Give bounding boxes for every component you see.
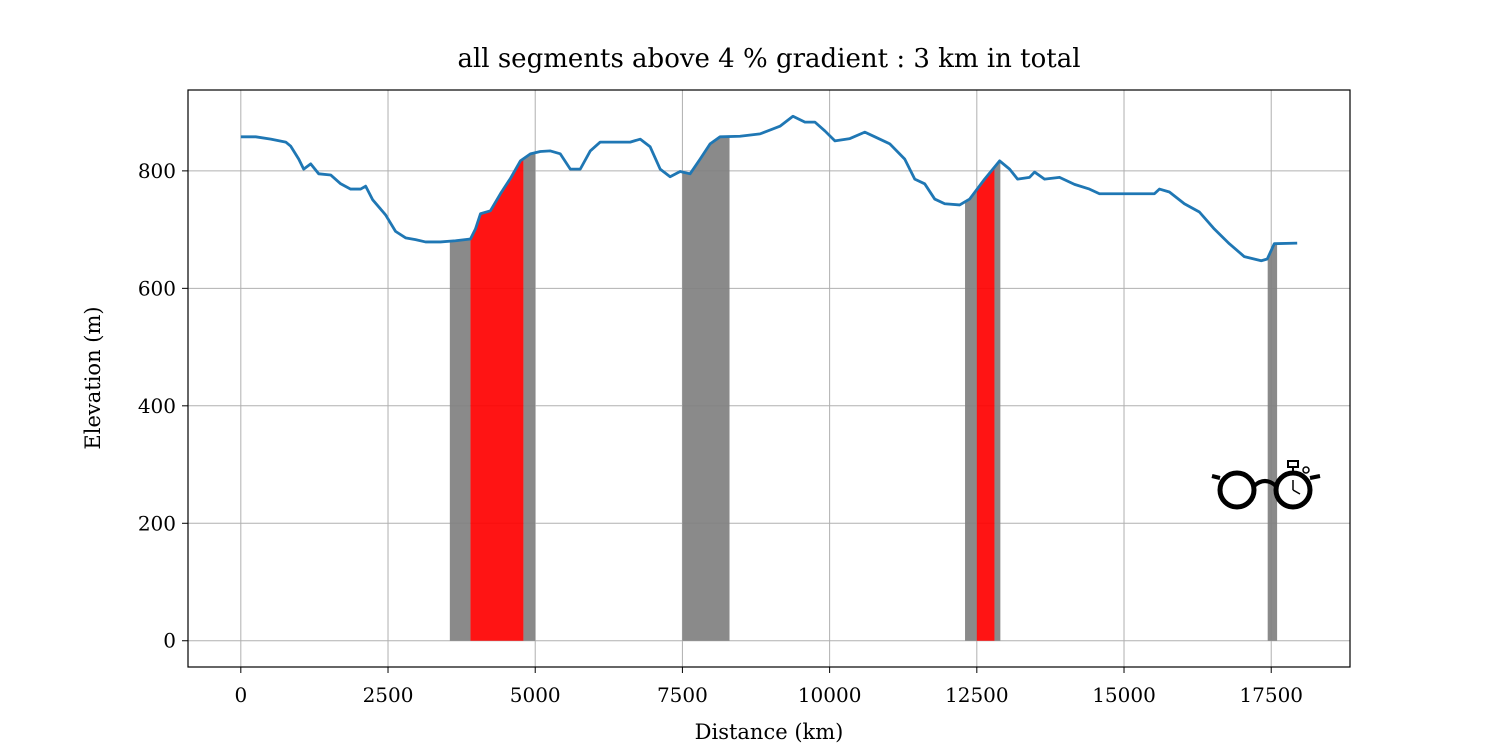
y-tick-label: 600 bbox=[138, 276, 176, 300]
logo bbox=[1211, 460, 1321, 510]
x-axis-label: Distance (km) bbox=[695, 720, 844, 744]
x-tick-label: 7500 bbox=[657, 683, 708, 707]
gradient-segment bbox=[976, 167, 995, 641]
x-tick-label: 2500 bbox=[363, 683, 414, 707]
y-tick-label: 0 bbox=[163, 629, 176, 653]
gradient-segment bbox=[994, 160, 1001, 641]
x-tick-label: 15000 bbox=[1092, 683, 1156, 707]
gradient-segment bbox=[682, 136, 730, 641]
gradient-segment bbox=[965, 189, 977, 641]
plot-area bbox=[188, 90, 1350, 667]
gradient-segment bbox=[523, 152, 536, 641]
gradient-segment bbox=[1267, 243, 1278, 641]
x-tick-label: 0 bbox=[234, 683, 247, 707]
y-axis-label: Elevation (m) bbox=[81, 306, 105, 449]
y-tick-label: 400 bbox=[138, 394, 176, 418]
chart-title: all segments above 4 % gradient : 3 km i… bbox=[457, 44, 1080, 74]
x-tick-label: 10000 bbox=[798, 683, 862, 707]
elevation-line bbox=[240, 114, 1298, 263]
gradient-segment bbox=[449, 239, 471, 641]
axes-frame bbox=[187, 89, 1351, 668]
y-tick-label: 200 bbox=[138, 511, 176, 535]
x-tick-label: 5000 bbox=[510, 683, 561, 707]
y-tick-label: 800 bbox=[138, 159, 176, 183]
x-tick-label: 17500 bbox=[1239, 683, 1303, 707]
gradient-segment bbox=[470, 158, 524, 641]
x-tick-label: 12500 bbox=[945, 683, 1009, 707]
